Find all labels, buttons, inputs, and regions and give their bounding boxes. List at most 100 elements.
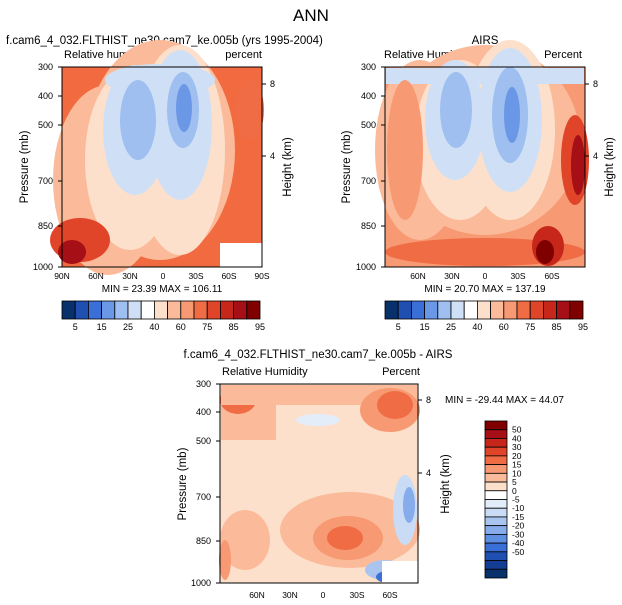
colorbar-label: -5: [512, 495, 520, 505]
y-tick-label: 700: [196, 492, 211, 502]
colorbar-swatch: [484, 499, 508, 509]
colorbar-label: 40: [512, 433, 522, 443]
height-tick-label: 8: [593, 79, 598, 89]
obs-right-label: Percent: [544, 49, 582, 61]
diff-y-axis: 300 400 500 700 850 1000: [191, 379, 220, 588]
y-tick-label: 500: [196, 436, 211, 446]
colorbar-swatch: [140, 300, 155, 320]
obs-min-max: MIN = 20.70 MAX = 137.19: [424, 284, 546, 295]
colorbar-swatch: [61, 300, 76, 320]
colorbar-swatch: [476, 300, 491, 320]
diff-panel-title: f.cam6_4_032.FLTHIST_ne30.cam7_ke.005b -…: [184, 349, 453, 361]
colorbar-swatch: [180, 300, 195, 320]
y-tick-label: 300: [196, 379, 211, 389]
colorbar-label: 25: [123, 322, 133, 332]
colorbar-label: 40: [149, 322, 159, 332]
colorbar-swatch: [484, 472, 508, 483]
height-tick-label: 4: [270, 151, 275, 161]
y-tick-label: 400: [38, 91, 53, 101]
height-tick-label: 8: [270, 79, 275, 89]
x-tick-label: 90S: [254, 271, 269, 281]
colorbar-swatch: [246, 300, 261, 320]
colorbar-swatch: [484, 560, 508, 570]
colorbar-swatch: [503, 300, 518, 320]
y-tick-label: 500: [38, 120, 53, 130]
y-tick-label: 500: [361, 120, 376, 130]
colorbar-label: 60: [499, 322, 509, 332]
x-tick-label: 60N: [249, 590, 265, 600]
x-tick-label: 60S: [544, 271, 559, 281]
x-tick-label: 30N: [444, 271, 460, 281]
x-tick-label: 60S: [382, 590, 397, 600]
y-tick-label: 300: [361, 62, 376, 72]
model-field: [50, 40, 264, 275]
colorbar-label: 5: [396, 322, 401, 332]
colorbar-label: -50: [512, 547, 525, 557]
colorbar-swatch: [484, 446, 508, 457]
diff-left-label: Relative Humidity: [222, 366, 308, 378]
model-y-axis: 300 400 500 700 850 1000: [33, 62, 62, 272]
colorbar-swatch: [490, 300, 505, 320]
model-y-label: Pressure (mb): [19, 130, 31, 203]
colorbar-label: -10: [512, 503, 525, 513]
diff-min-max: MIN = -29.44 MAX = 44.07: [445, 395, 564, 406]
colorbar-swatch: [484, 568, 508, 579]
colorbar-swatch: [114, 300, 129, 320]
obs-right-axis: 8 4: [585, 79, 598, 161]
colorbar-label: 5: [512, 477, 517, 487]
colorbar-swatch: [484, 429, 508, 439]
colorbar-swatch: [397, 300, 412, 320]
y-tick-label: 700: [38, 176, 53, 186]
colorbar-swatch: [543, 300, 558, 320]
y-tick-label: 1000: [33, 262, 53, 272]
colorbar-swatch: [516, 300, 531, 320]
colorbar-label: 20: [512, 451, 522, 461]
model-right-axis: 8 4: [262, 79, 275, 161]
colorbar-label: -15: [512, 512, 525, 522]
obs-colorbar: 5 15 25 40 60 75 85 95: [384, 300, 588, 332]
diff-y-label-right: Height (km): [440, 454, 452, 514]
colorbar-swatch: [484, 420, 508, 431]
colorbar-swatch: [484, 481, 508, 492]
colorbar-swatch: [484, 533, 508, 544]
colorbar-label: 15: [420, 322, 430, 332]
colorbar-swatch: [206, 300, 221, 320]
colorbar-swatch: [556, 300, 571, 320]
x-tick-label: 30S: [510, 271, 525, 281]
model-right-label: percent: [225, 49, 262, 61]
x-tick-label: 30N: [122, 271, 138, 281]
colorbar-swatch: [484, 455, 508, 466]
colorbar-swatch: [219, 300, 234, 320]
colorbar-swatch: [529, 300, 544, 320]
height-tick-label: 4: [593, 151, 598, 161]
colorbar-label: 5: [73, 322, 78, 332]
colorbar-swatch: [484, 542, 508, 553]
colorbar-swatch: [484, 464, 508, 474]
colorbar-label: 0: [512, 486, 517, 496]
height-tick-label: 8: [426, 395, 431, 405]
colorbar-swatch: [410, 300, 425, 320]
x-tick-label: 30S: [188, 271, 203, 281]
colorbar-swatch: [153, 300, 168, 320]
y-tick-label: 400: [196, 407, 211, 417]
colorbar-swatch: [437, 300, 452, 320]
diff-panel: f.cam6_4_032.FLTHIST_ne30.cam7_ke.005b -…: [177, 349, 564, 600]
colorbar-swatch: [463, 300, 478, 320]
obs-panel: AIRS Relative Humidity Percent 300 40: [341, 35, 616, 295]
colorbar-swatch: [88, 300, 103, 320]
model-colorbar: 5 15 25 40 60 75 85 95: [61, 300, 265, 332]
colorbar-label: 75: [525, 322, 535, 332]
model-min-max: MIN = 23.39 MAX = 106.11: [102, 284, 223, 295]
colorbar-label: 15: [512, 460, 522, 470]
y-tick-label: 850: [361, 221, 376, 231]
colorbar-swatch: [484, 551, 508, 561]
colorbar-label: 50: [512, 425, 522, 435]
colorbar-swatch: [484, 438, 508, 448]
colorbar-label: 85: [552, 322, 562, 332]
colorbar-swatch: [74, 300, 89, 320]
x-tick-label: 0: [161, 271, 166, 281]
diff-x-axis: 60N 30N 0 30S 60S: [249, 590, 398, 600]
colorbar-swatch: [484, 490, 508, 500]
colorbar-label: -40: [512, 538, 525, 548]
